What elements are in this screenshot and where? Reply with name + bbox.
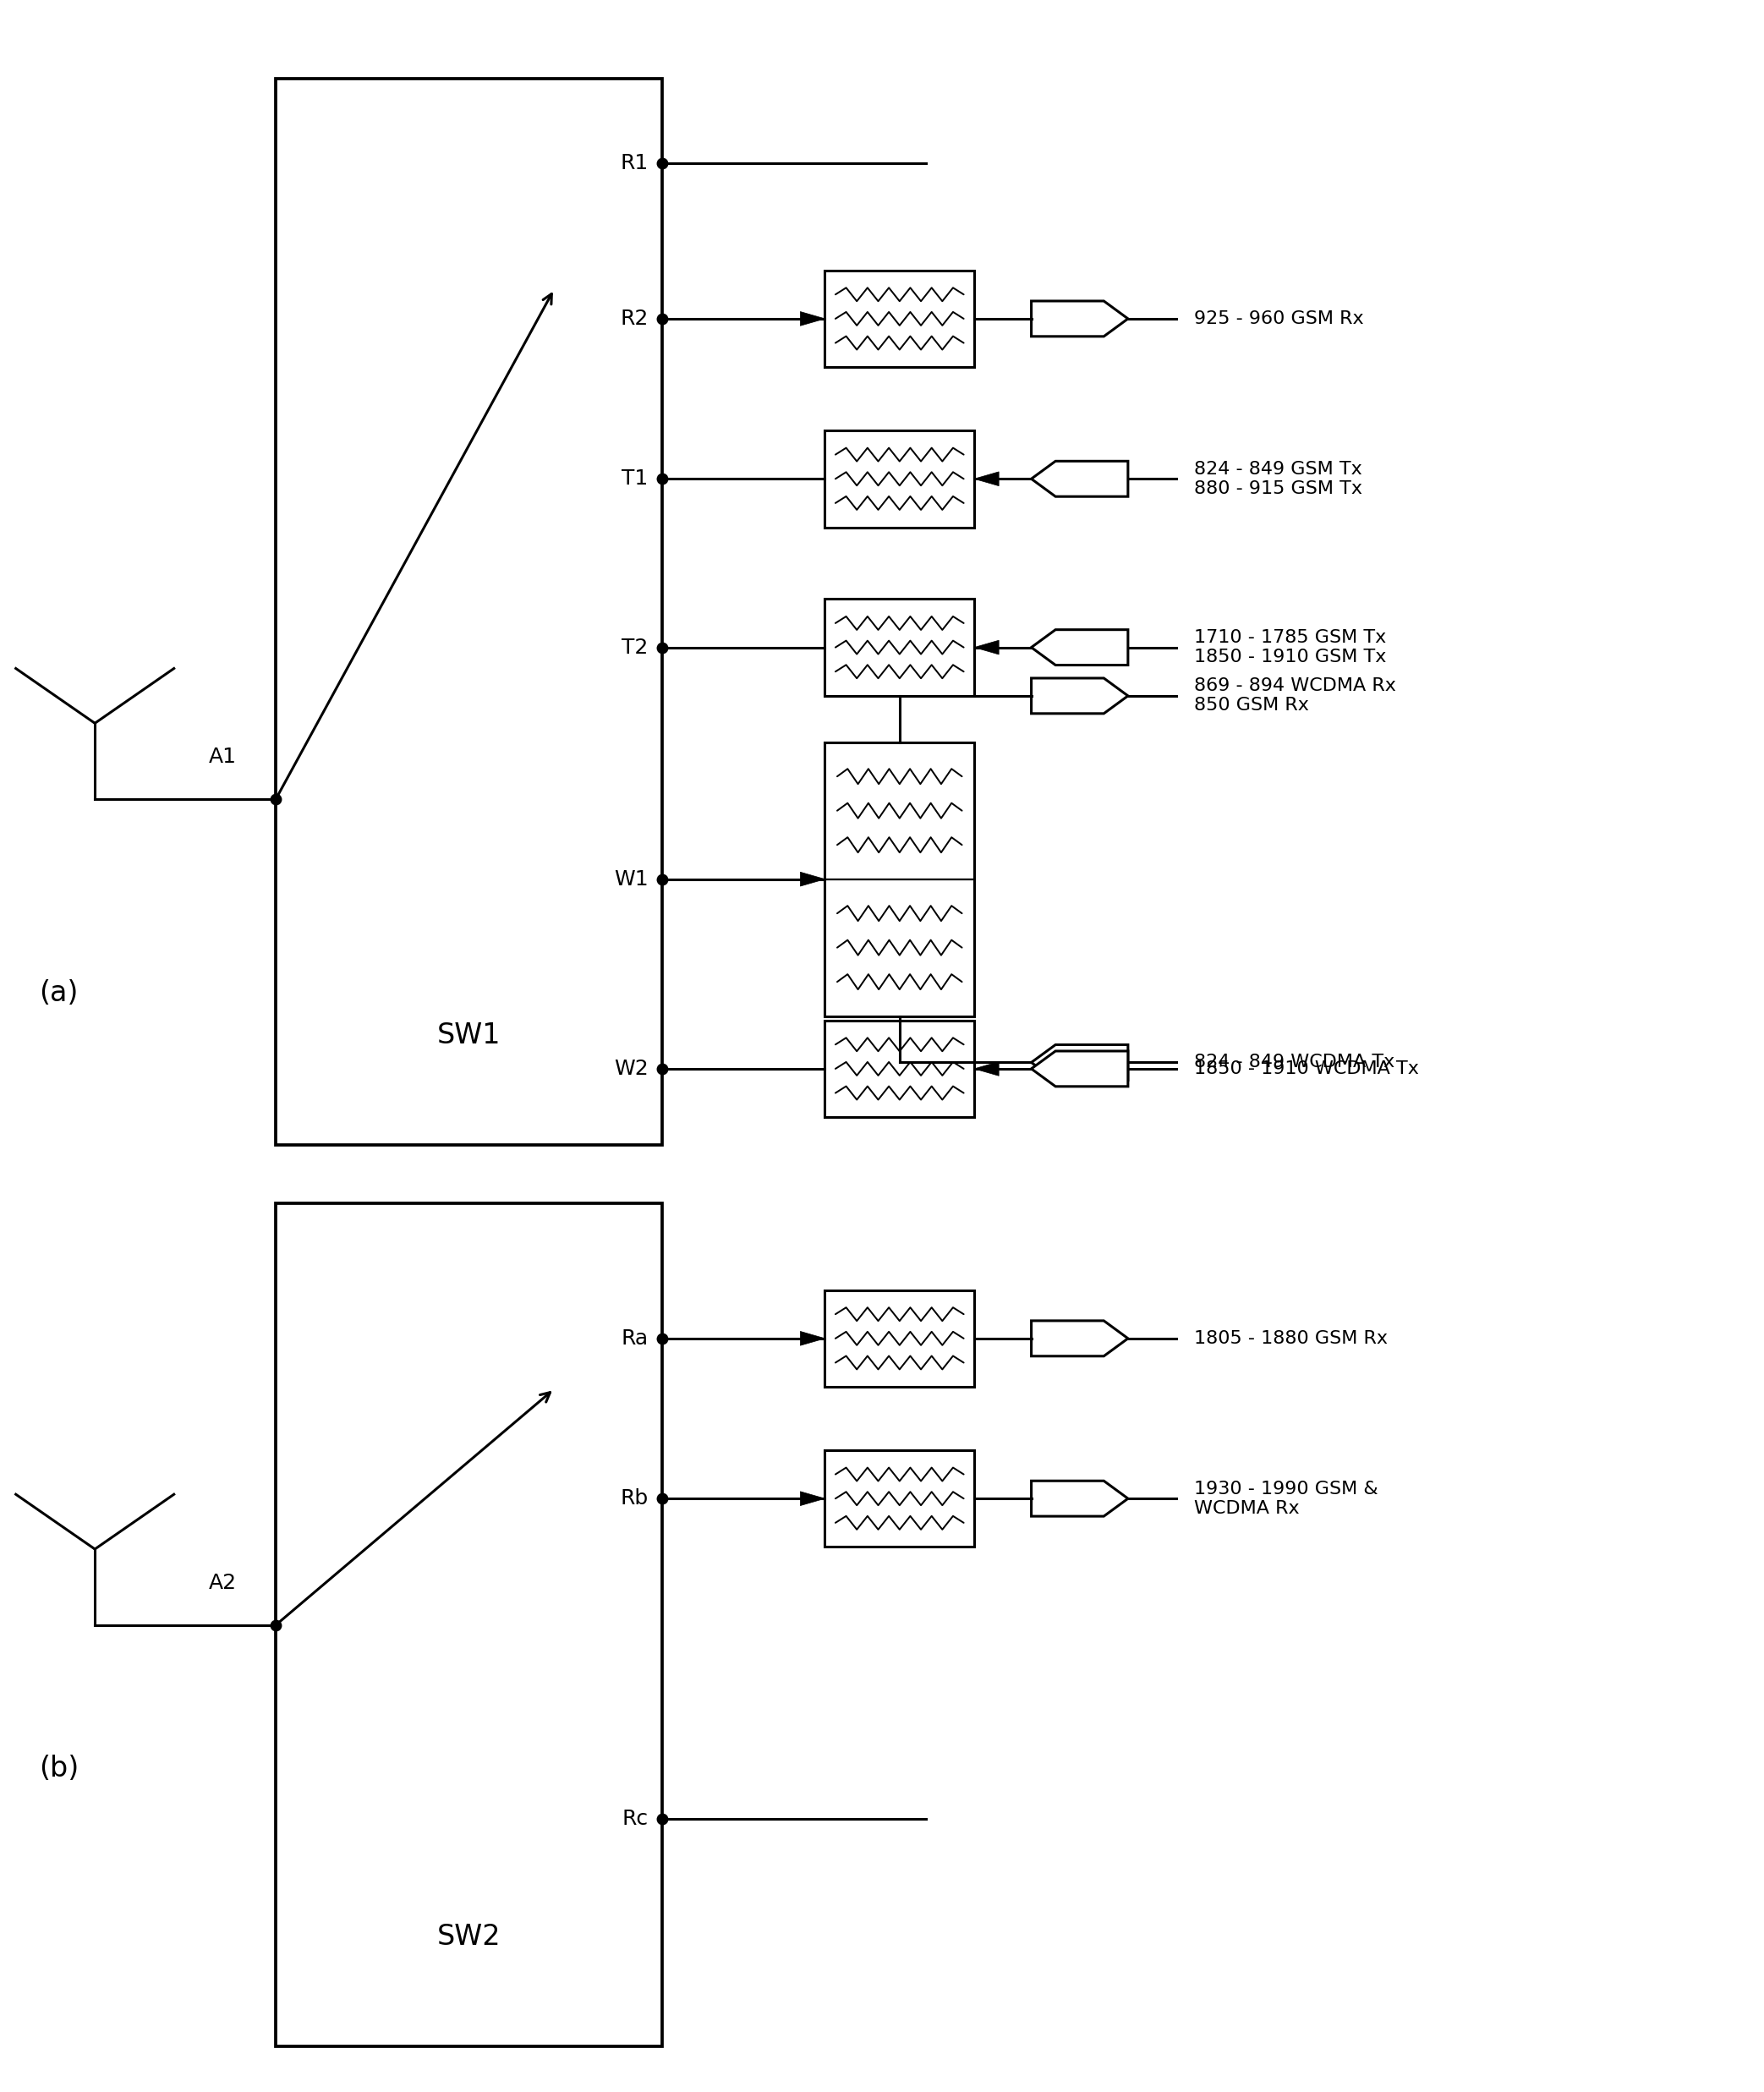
Text: 1850 - 1910 WCDMA Tx: 1850 - 1910 WCDMA Tx (1194, 1061, 1418, 1077)
Bar (826, 270, 974, 368)
Text: 1930 - 1990 GSM &
WCDMA Rx: 1930 - 1990 GSM & WCDMA Rx (1194, 1481, 1378, 1517)
Bar (275, 79, 662, 1144)
Polygon shape (1032, 1044, 1127, 1079)
Bar (275, 1203, 662, 2046)
Text: Rc: Rc (623, 1810, 649, 1828)
Polygon shape (1032, 630, 1127, 665)
Polygon shape (801, 1331, 826, 1345)
Bar (826, 743, 974, 1017)
Text: W1: W1 (614, 868, 649, 889)
Polygon shape (801, 872, 826, 887)
Text: T2: T2 (621, 638, 649, 657)
Text: Rb: Rb (621, 1487, 649, 1508)
Text: (a): (a) (39, 979, 78, 1006)
Text: SW2: SW2 (437, 1923, 501, 1950)
Text: 824 - 849 WCDMA Tx: 824 - 849 WCDMA Tx (1194, 1054, 1395, 1071)
Text: A2: A2 (210, 1573, 236, 1592)
Polygon shape (974, 1061, 998, 1075)
Text: 925 - 960 GSM Rx: 925 - 960 GSM Rx (1194, 310, 1364, 326)
Bar (826, 431, 974, 527)
Text: T1: T1 (623, 469, 649, 490)
Polygon shape (1032, 301, 1127, 337)
Polygon shape (801, 312, 826, 326)
Bar (826, 598, 974, 697)
Polygon shape (1032, 1320, 1127, 1356)
Text: R2: R2 (621, 308, 649, 328)
Text: Ra: Ra (621, 1328, 649, 1349)
Text: 869 - 894 WCDMA Rx
850 GSM Rx: 869 - 894 WCDMA Rx 850 GSM Rx (1194, 678, 1395, 713)
Text: (b): (b) (39, 1755, 79, 1782)
Polygon shape (1032, 460, 1127, 496)
Text: W2: W2 (614, 1059, 649, 1079)
Text: 824 - 849 GSM Tx
880 - 915 GSM Tx: 824 - 849 GSM Tx 880 - 915 GSM Tx (1194, 460, 1362, 498)
Text: 1805 - 1880 GSM Rx: 1805 - 1880 GSM Rx (1194, 1331, 1388, 1347)
Polygon shape (1032, 678, 1127, 713)
Text: A1: A1 (210, 747, 236, 768)
Polygon shape (974, 473, 998, 485)
Polygon shape (974, 640, 998, 655)
Polygon shape (1032, 1481, 1127, 1517)
Bar (826, 1291, 974, 1387)
Polygon shape (1032, 1050, 1127, 1086)
Bar (826, 1021, 974, 1117)
Text: 1710 - 1785 GSM Tx
1850 - 1910 GSM Tx: 1710 - 1785 GSM Tx 1850 - 1910 GSM Tx (1194, 630, 1387, 665)
Polygon shape (801, 1492, 826, 1506)
Text: R1: R1 (621, 153, 649, 174)
Text: SW1: SW1 (437, 1021, 501, 1048)
Bar (826, 1450, 974, 1546)
